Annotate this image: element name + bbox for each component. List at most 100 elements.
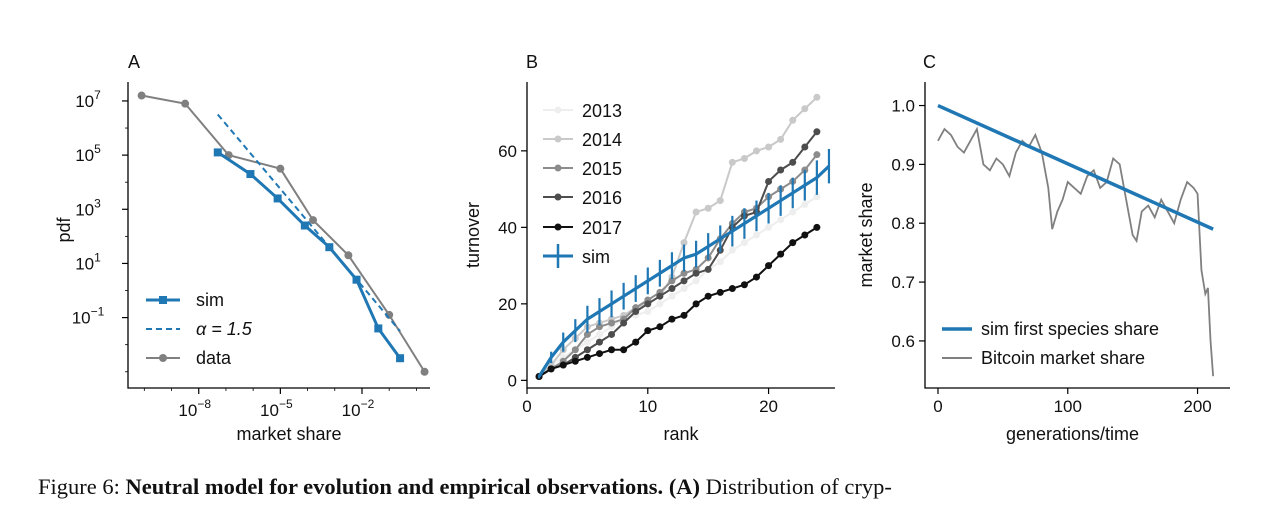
panel-a-y-tick-label: 105 bbox=[75, 142, 101, 165]
panel-c-x-axis-label: generations/time bbox=[1006, 424, 1139, 444]
series-2013-line bbox=[538, 195, 818, 378]
series-2017-point bbox=[620, 346, 628, 354]
series-2015-point bbox=[813, 151, 821, 159]
series-2013-point bbox=[740, 239, 748, 247]
series-2014-point bbox=[728, 158, 736, 166]
series-sim-point bbox=[300, 221, 309, 230]
panel-c-y-tick-label: 1.0 bbox=[891, 97, 915, 116]
panel-a-y-axis-label: pdf bbox=[54, 216, 74, 242]
series-2014-point bbox=[716, 197, 724, 205]
legend-2016-marker bbox=[554, 193, 562, 201]
panel-a-y-tick-label: 103 bbox=[75, 196, 101, 219]
series-2017-point bbox=[752, 273, 760, 281]
series-2015-point bbox=[583, 330, 591, 338]
series-sim-point bbox=[396, 354, 405, 363]
panel-a-label: A bbox=[128, 52, 140, 72]
panel-a-y-tick-label: 107 bbox=[75, 88, 101, 111]
panel-a-x-axis-label: market share bbox=[236, 424, 341, 444]
series-2017-point bbox=[547, 365, 555, 373]
series-sim-point bbox=[213, 148, 222, 157]
panel-c-x-tick-label: 0 bbox=[933, 397, 942, 416]
series-2014-point bbox=[680, 239, 688, 247]
series-2017-point bbox=[680, 311, 688, 319]
series-2016-point bbox=[608, 330, 616, 338]
legend-data-marker bbox=[159, 354, 167, 362]
series-2016-point bbox=[813, 128, 821, 136]
series-bitcoin-line bbox=[937, 126, 1215, 377]
series-2014-point bbox=[801, 105, 809, 113]
series-2017-point bbox=[595, 350, 603, 358]
panel-c-y-tick-label: 0.6 bbox=[891, 332, 915, 351]
figure-svg: A 10−8 10−5 10−2 107 105 103 101 10−1 market shar… bbox=[54, 52, 1230, 444]
series-2014-point bbox=[765, 143, 773, 151]
series-2017-point bbox=[740, 281, 748, 289]
series-data-point bbox=[181, 99, 190, 108]
panel-c-y-axis-label: market share bbox=[856, 182, 876, 287]
series-2016-line bbox=[538, 131, 818, 378]
series-2013-point bbox=[752, 231, 760, 239]
series-sim-point bbox=[246, 170, 255, 179]
panel-b-label: B bbox=[526, 52, 538, 72]
series-2017-point bbox=[801, 231, 809, 239]
series-2014-point bbox=[692, 208, 700, 216]
series-2013-point bbox=[644, 308, 652, 315]
series-2013-point bbox=[583, 338, 591, 346]
series-2017-point bbox=[777, 250, 785, 258]
series-2015-point bbox=[668, 277, 676, 285]
panel-b-x-tick-label: 10 bbox=[638, 397, 657, 416]
series-2014-point bbox=[813, 93, 821, 101]
series-2017-point bbox=[789, 239, 797, 247]
series-2016-point bbox=[765, 177, 773, 185]
series-2013-point bbox=[789, 208, 797, 216]
legend-2015-label: 2015 bbox=[582, 159, 622, 179]
series-2014-line bbox=[538, 96, 818, 378]
series-2013-point bbox=[813, 193, 821, 201]
series-2015-point bbox=[680, 269, 688, 277]
panel-a-x-tick-label: 10−8 bbox=[178, 397, 211, 420]
panel-c-y-tick-label: 0.7 bbox=[891, 273, 915, 292]
series-2016-point bbox=[692, 269, 700, 277]
figure-caption: Figure 6: Neutral model for evolution an… bbox=[38, 474, 1268, 500]
series-2013-point bbox=[680, 285, 688, 293]
series-2013-point bbox=[765, 223, 773, 231]
caption-bold-title: Neutral model for evolution and empirica… bbox=[125, 474, 664, 499]
series-sim-point bbox=[325, 243, 334, 252]
series-2014-point bbox=[777, 135, 785, 143]
panel-b-y-tick-label: 40 bbox=[498, 218, 517, 237]
series-2015-point bbox=[595, 323, 603, 331]
series-2017-point bbox=[716, 288, 724, 296]
panel-c-y-tick-label: 0.9 bbox=[891, 155, 915, 174]
series-2017-point bbox=[644, 327, 652, 335]
legend-2014-label: 2014 bbox=[582, 130, 622, 150]
series-2016-point bbox=[789, 158, 797, 166]
legend-data-label: data bbox=[196, 348, 232, 368]
panel-b-x-tick-label: 20 bbox=[759, 397, 778, 416]
panel-b-y-tick-label: 20 bbox=[498, 295, 517, 314]
series-2015-line bbox=[538, 154, 818, 378]
series-2013-point bbox=[716, 258, 724, 266]
panel-a-x-tick-label: 10−5 bbox=[260, 397, 293, 420]
panel-b-y-axis-label: turnover bbox=[463, 202, 483, 268]
series-2017-point bbox=[583, 353, 591, 361]
series-2013-point bbox=[801, 200, 809, 208]
series-2016-point bbox=[644, 300, 652, 308]
series-2017-point bbox=[632, 338, 640, 346]
series-2013-point bbox=[668, 292, 676, 300]
series-sim-point bbox=[374, 324, 383, 333]
series-2017-point bbox=[559, 361, 567, 369]
panel-c-legend: sim first species share Bitcoin market sh… bbox=[942, 319, 1159, 368]
series-sim-first-species-line bbox=[937, 103, 1214, 231]
series-2017-point bbox=[704, 292, 712, 300]
panel-a-legend: sim α = 1.5 data bbox=[146, 290, 253, 368]
panel-c-axes bbox=[924, 82, 1230, 389]
series-data-point bbox=[420, 367, 429, 376]
panel-a-axes bbox=[127, 82, 430, 389]
legend-sim-first-species-label: sim first species share bbox=[981, 319, 1159, 339]
panel-a-x-tick-label: 10−2 bbox=[342, 397, 375, 420]
panel-c-x-tick-label: 200 bbox=[1183, 397, 1211, 416]
series-data-point bbox=[137, 91, 146, 100]
series-data-line bbox=[141, 94, 426, 373]
series-2017-point bbox=[813, 223, 821, 231]
series-2013-point bbox=[692, 277, 700, 285]
legend-sim-marker bbox=[159, 296, 167, 304]
